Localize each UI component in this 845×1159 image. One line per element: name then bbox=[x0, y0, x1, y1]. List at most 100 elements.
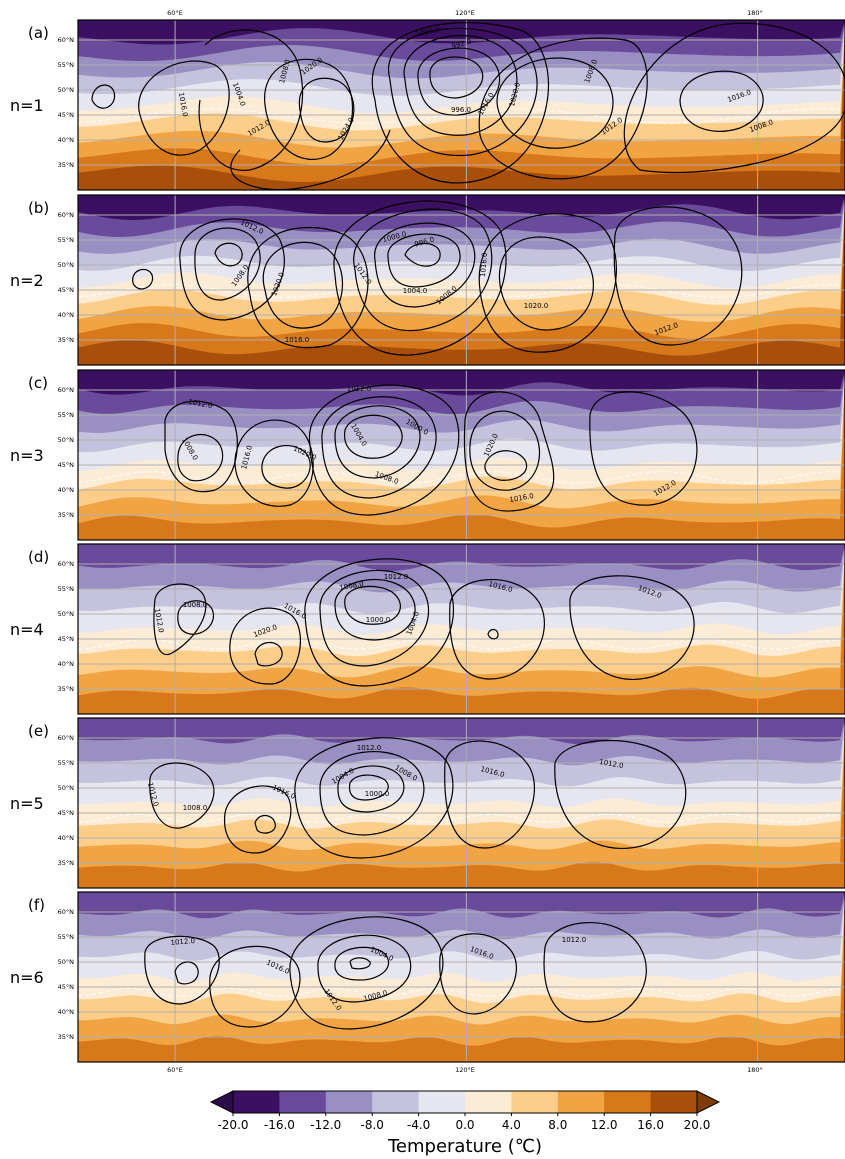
panel-label: (b) bbox=[28, 199, 49, 217]
pressure-contour bbox=[403, 35, 518, 136]
wavenumber-label: n=3 bbox=[10, 446, 44, 465]
pressure-contour bbox=[469, 410, 540, 491]
pressure-contour bbox=[321, 396, 437, 499]
contour-label: 1012.0 bbox=[170, 937, 195, 947]
pressure-contour bbox=[404, 242, 441, 267]
pressure-contour bbox=[484, 450, 528, 481]
panel-frame bbox=[77, 543, 845, 715]
colorbar-bin bbox=[233, 1091, 280, 1113]
lat-tick-label: 60°N bbox=[58, 560, 75, 568]
pressure-contour bbox=[177, 600, 214, 635]
lat-tick-label: 60°N bbox=[58, 386, 75, 394]
lat-tick-label: 50°N bbox=[58, 261, 75, 269]
pressure-contour bbox=[374, 222, 476, 308]
lat-tick-label: 60°N bbox=[58, 908, 75, 916]
pressure-contour bbox=[543, 922, 647, 1023]
contour-label: 1012.0 bbox=[562, 936, 587, 944]
colorbar: -20.0 -16.0 -12.0 -8.0 -4.0 0.0 4.0 8.0 12.0 16.0… bbox=[209, 1090, 721, 1132]
temp-band bbox=[78, 195, 845, 220]
colorbar-bin bbox=[650, 1091, 698, 1113]
pressure-contour bbox=[319, 569, 430, 667]
pressure-contour bbox=[309, 384, 460, 516]
contour-label: 996.0 bbox=[451, 106, 471, 114]
pressure-contour bbox=[444, 740, 535, 849]
panel-frame bbox=[77, 19, 845, 191]
colorbar-tick-label: -8.0 bbox=[360, 1118, 383, 1132]
lat-tick-label: 35°N bbox=[58, 336, 75, 344]
colorbar-tick-label: 12.0 bbox=[591, 1118, 618, 1132]
pressure-contour bbox=[344, 585, 401, 625]
pressure-contour bbox=[387, 27, 538, 157]
pressure-contour bbox=[334, 579, 416, 641]
pressure-contour bbox=[679, 70, 764, 132]
pressure-contour bbox=[230, 129, 391, 190]
lon-tick-bottom: 180° bbox=[747, 1066, 763, 1074]
lat-tick-label: 40°N bbox=[58, 311, 75, 319]
pressure-contour bbox=[132, 268, 154, 290]
pressure-contour bbox=[333, 200, 507, 356]
pressure-contour bbox=[317, 934, 412, 1003]
pressure-contour bbox=[289, 916, 444, 1030]
panel-frame bbox=[77, 717, 845, 889]
pressure-contour bbox=[429, 56, 484, 99]
zero-isotherm bbox=[78, 813, 841, 823]
pressure-contour bbox=[337, 765, 405, 813]
pressure-contour bbox=[353, 208, 493, 332]
pressure-contour bbox=[554, 740, 687, 849]
pressure-contour bbox=[439, 933, 518, 1015]
pressure-contour bbox=[344, 414, 403, 459]
colorbar-bin bbox=[325, 1091, 373, 1113]
pressure-contour bbox=[298, 77, 355, 143]
lat-tick-label: 45°N bbox=[58, 461, 75, 469]
colorbar-tick-label: -16.0 bbox=[264, 1118, 295, 1132]
zero-isotherm bbox=[78, 284, 841, 298]
lat-tick-label: 50°N bbox=[58, 958, 75, 966]
lat-tick-label: 55°N bbox=[58, 61, 75, 69]
lat-tick-label: 55°N bbox=[58, 933, 75, 941]
pressure-contour bbox=[177, 434, 224, 482]
wavenumber-label: n=2 bbox=[10, 271, 44, 290]
pressure-contour bbox=[569, 575, 695, 680]
pressure-contour bbox=[153, 583, 207, 656]
pressure-contour bbox=[348, 774, 389, 801]
pressure-contour bbox=[254, 814, 276, 834]
lat-tick-label: 45°N bbox=[58, 983, 75, 991]
zero-isotherm bbox=[78, 108, 841, 124]
pressure-contour bbox=[387, 233, 461, 288]
pressure-contour bbox=[149, 762, 215, 829]
contour-label: 1004.0 bbox=[403, 287, 428, 295]
pressure-contour bbox=[209, 945, 301, 1028]
lat-tick-label: 50°N bbox=[58, 436, 75, 444]
pressure-contour bbox=[144, 935, 220, 1005]
lat-tick-label: 40°N bbox=[58, 834, 75, 842]
colorbar-tick-label: 20.0 bbox=[684, 1118, 711, 1132]
pressure-contour bbox=[247, 227, 369, 349]
colorbar-over-arrow bbox=[696, 1090, 721, 1114]
pressure-contour bbox=[349, 957, 371, 970]
colorbar-tick-label: -20.0 bbox=[217, 1118, 248, 1132]
pressure-contour bbox=[496, 57, 614, 149]
lat-tick-label: 40°N bbox=[58, 486, 75, 494]
pressure-contour bbox=[487, 628, 499, 640]
lat-tick-label: 60°N bbox=[58, 36, 75, 44]
contour-label: 1012.0 bbox=[347, 385, 372, 393]
pressure-contour bbox=[194, 227, 261, 301]
pressure-contour bbox=[334, 946, 390, 981]
lat-tick-label: 50°N bbox=[58, 610, 75, 618]
colorbar-tick-label: 0.0 bbox=[455, 1118, 474, 1132]
pressure-contour bbox=[254, 641, 283, 667]
lat-tick-label: 40°N bbox=[58, 136, 75, 144]
panel-frame bbox=[77, 194, 845, 366]
pressure-contour bbox=[498, 236, 594, 331]
pressure-contour bbox=[478, 37, 648, 180]
lat-tick-label: 55°N bbox=[58, 759, 75, 767]
lat-tick-label: 55°N bbox=[58, 585, 75, 593]
temp-band bbox=[78, 370, 845, 396]
